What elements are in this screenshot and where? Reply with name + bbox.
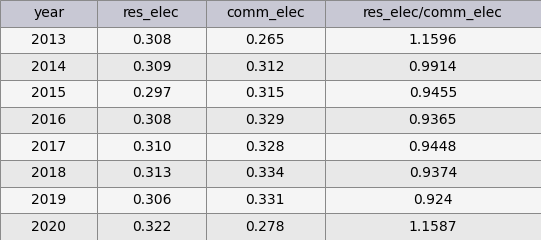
- Text: 2016: 2016: [31, 113, 67, 127]
- Text: 0.265: 0.265: [245, 33, 285, 47]
- Bar: [0, 133, 97, 160]
- Text: 1.1596: 1.1596: [408, 33, 457, 47]
- Bar: [325, 27, 541, 53]
- Text: 1.1587: 1.1587: [408, 220, 457, 234]
- Bar: [0, 213, 97, 240]
- Bar: [97, 53, 206, 80]
- Text: 2014: 2014: [31, 60, 66, 74]
- Bar: [325, 53, 541, 80]
- Bar: [97, 160, 206, 187]
- Text: 2019: 2019: [31, 193, 67, 207]
- Bar: [325, 187, 541, 213]
- Bar: [206, 187, 325, 213]
- Text: 2020: 2020: [31, 220, 66, 234]
- Text: 0.308: 0.308: [131, 113, 171, 127]
- Bar: [0, 80, 97, 107]
- Text: year: year: [33, 6, 64, 20]
- Bar: [325, 80, 541, 107]
- Bar: [325, 213, 541, 240]
- Text: 2013: 2013: [31, 33, 66, 47]
- Bar: [206, 160, 325, 187]
- Text: 0.331: 0.331: [245, 193, 285, 207]
- Bar: [97, 187, 206, 213]
- Text: 0.308: 0.308: [131, 33, 171, 47]
- Text: 0.329: 0.329: [245, 113, 285, 127]
- Text: res_elec: res_elec: [123, 6, 180, 20]
- Text: 0.9455: 0.9455: [408, 86, 457, 100]
- Bar: [0, 53, 97, 80]
- Text: 0.9365: 0.9365: [408, 113, 457, 127]
- Bar: [97, 80, 206, 107]
- Bar: [97, 213, 206, 240]
- Bar: [97, 27, 206, 53]
- Bar: [325, 133, 541, 160]
- Bar: [206, 53, 325, 80]
- Text: 0.9374: 0.9374: [408, 166, 457, 180]
- Bar: [0, 27, 97, 53]
- Text: 0.309: 0.309: [131, 60, 171, 74]
- Bar: [0, 187, 97, 213]
- Bar: [206, 80, 325, 107]
- Bar: [0, 160, 97, 187]
- Text: 2015: 2015: [31, 86, 66, 100]
- Text: comm_elec: comm_elec: [226, 6, 305, 20]
- Text: 0.9448: 0.9448: [408, 140, 457, 154]
- Text: 0.334: 0.334: [246, 166, 285, 180]
- Text: 0.297: 0.297: [131, 86, 171, 100]
- Text: 0.322: 0.322: [132, 220, 171, 234]
- Bar: [325, 0, 541, 27]
- Bar: [206, 27, 325, 53]
- Bar: [0, 107, 97, 133]
- Bar: [325, 160, 541, 187]
- Text: 0.310: 0.310: [131, 140, 171, 154]
- Bar: [206, 133, 325, 160]
- Text: res_elec/comm_elec: res_elec/comm_elec: [363, 6, 503, 20]
- Text: 0.315: 0.315: [245, 86, 285, 100]
- Text: 2018: 2018: [31, 166, 67, 180]
- Text: 0.306: 0.306: [131, 193, 171, 207]
- Text: 0.9914: 0.9914: [408, 60, 457, 74]
- Bar: [325, 107, 541, 133]
- Bar: [206, 107, 325, 133]
- Text: 0.313: 0.313: [131, 166, 171, 180]
- Text: 0.312: 0.312: [245, 60, 285, 74]
- Bar: [206, 0, 325, 27]
- Bar: [97, 0, 206, 27]
- Text: 0.924: 0.924: [413, 193, 453, 207]
- Text: 2017: 2017: [31, 140, 66, 154]
- Bar: [0, 0, 97, 27]
- Bar: [206, 213, 325, 240]
- Text: 0.328: 0.328: [245, 140, 285, 154]
- Bar: [97, 133, 206, 160]
- Text: 0.278: 0.278: [245, 220, 285, 234]
- Bar: [97, 107, 206, 133]
